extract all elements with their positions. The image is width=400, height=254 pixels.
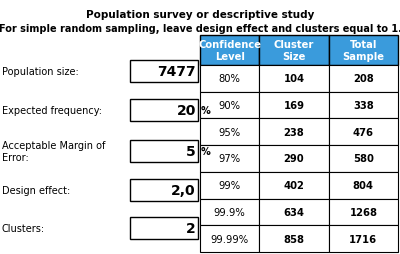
Text: 5: 5 <box>186 145 196 158</box>
Text: 7477: 7477 <box>157 65 196 79</box>
Bar <box>259 172 329 199</box>
Bar <box>200 172 259 199</box>
Text: 1716: 1716 <box>349 234 378 244</box>
Text: %: % <box>201 106 211 116</box>
Bar <box>200 146 259 172</box>
Text: 476: 476 <box>353 127 374 137</box>
Text: 208: 208 <box>353 74 374 84</box>
Text: Clusters:: Clusters: <box>2 223 45 233</box>
Text: 634: 634 <box>284 207 304 217</box>
Bar <box>329 172 398 199</box>
Bar <box>329 36 398 66</box>
Bar <box>329 146 398 172</box>
Bar <box>200 199 259 225</box>
Text: 80%: 80% <box>219 74 241 84</box>
Text: Total
Sample: Total Sample <box>342 40 384 61</box>
Bar <box>200 36 259 66</box>
Bar <box>130 217 198 239</box>
Text: 1268: 1268 <box>349 207 377 217</box>
Text: 2,0: 2,0 <box>171 183 196 197</box>
Text: Design effect:: Design effect: <box>2 185 70 195</box>
Text: 238: 238 <box>284 127 304 137</box>
Bar <box>259 36 329 66</box>
Bar <box>259 225 329 252</box>
Text: 2: 2 <box>186 221 196 235</box>
Text: 99%: 99% <box>219 181 241 190</box>
Text: 858: 858 <box>284 234 304 244</box>
Text: 90%: 90% <box>219 101 241 111</box>
Text: %: % <box>201 146 211 156</box>
Text: 20: 20 <box>177 104 196 118</box>
Text: 97%: 97% <box>219 154 241 164</box>
Text: Confidence
Level: Confidence Level <box>198 40 261 61</box>
Bar <box>200 225 259 252</box>
Text: 402: 402 <box>284 181 304 190</box>
Bar <box>200 92 259 119</box>
Text: Expected frequency:: Expected frequency: <box>2 106 102 116</box>
Text: 99.99%: 99.99% <box>211 234 249 244</box>
Text: 104: 104 <box>284 74 305 84</box>
Bar <box>130 100 198 121</box>
Text: 580: 580 <box>353 154 374 164</box>
Bar <box>130 179 198 201</box>
Bar <box>200 66 259 92</box>
Text: Acceptable Margin of
Error:: Acceptable Margin of Error: <box>2 141 105 162</box>
Bar <box>329 199 398 225</box>
Bar <box>329 119 398 146</box>
Text: 169: 169 <box>284 101 304 111</box>
Text: 290: 290 <box>284 154 304 164</box>
Text: 338: 338 <box>353 101 374 111</box>
Bar <box>329 225 398 252</box>
Bar <box>259 199 329 225</box>
Text: Cluster
Size: Cluster Size <box>274 40 314 61</box>
Bar <box>259 146 329 172</box>
Bar <box>329 66 398 92</box>
Text: Population survey or descriptive study: Population survey or descriptive study <box>86 10 314 20</box>
Bar <box>200 119 259 146</box>
Bar <box>259 119 329 146</box>
Text: 99.9%: 99.9% <box>214 207 246 217</box>
Bar <box>259 92 329 119</box>
Bar <box>130 61 198 83</box>
Bar <box>329 92 398 119</box>
Bar <box>259 66 329 92</box>
Text: 804: 804 <box>353 181 374 190</box>
Text: Population size:: Population size: <box>2 67 79 77</box>
Text: 95%: 95% <box>219 127 241 137</box>
Bar <box>130 140 198 162</box>
Text: For simple random sampling, leave design effect and clusters equal to 1.: For simple random sampling, leave design… <box>0 24 400 34</box>
